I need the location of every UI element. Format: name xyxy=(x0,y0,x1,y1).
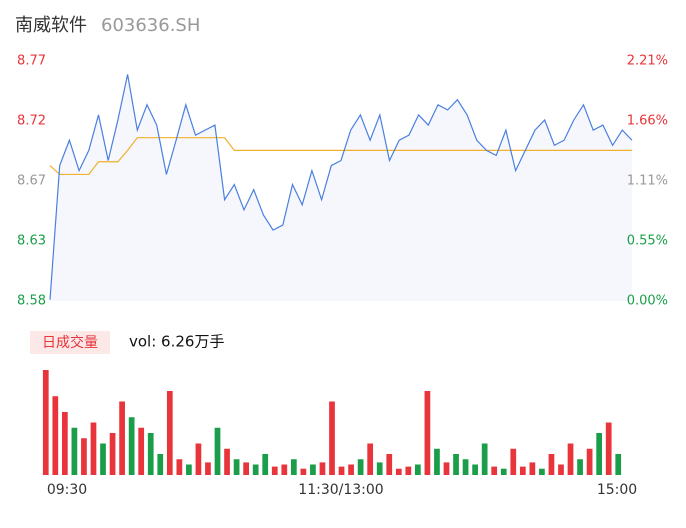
y2-tick-label: 1.66% xyxy=(627,114,668,129)
volume-bar xyxy=(376,462,383,475)
volume-bar xyxy=(386,454,393,475)
volume-bar xyxy=(90,422,97,475)
price-line xyxy=(49,74,633,300)
y2-tick-label: 0.55% xyxy=(627,234,668,249)
volume-bar xyxy=(462,459,469,475)
volume-bar xyxy=(539,468,545,475)
volume-bar xyxy=(243,462,249,475)
volume-bar xyxy=(252,464,259,475)
volume-bar xyxy=(81,438,87,475)
volume-bar xyxy=(310,464,316,475)
x-tick-label: 11:30/13:00 xyxy=(298,482,383,498)
volume-bar xyxy=(329,401,335,475)
volume-bar xyxy=(577,459,583,475)
volume-bar xyxy=(357,459,364,475)
volume-bar xyxy=(147,433,154,475)
volume-bar xyxy=(233,459,240,475)
volume-bar xyxy=(529,462,536,475)
volume-bar xyxy=(605,422,612,475)
y2-tick-label: 2.21% xyxy=(627,54,668,69)
volume-bar xyxy=(42,370,49,475)
y-tick-label: 8.72 xyxy=(17,114,46,129)
volume-bar xyxy=(100,443,106,475)
y-tick-label: 8.67 xyxy=(17,174,46,189)
volume-bar xyxy=(186,464,192,475)
volume-bar xyxy=(395,468,402,475)
y-tick-label: 8.77 xyxy=(17,54,46,69)
volume-bar xyxy=(443,462,450,475)
legend-box xyxy=(30,331,110,354)
volume-bar xyxy=(567,443,574,475)
legend: 日成交量 xyxy=(42,334,98,351)
volume-bar xyxy=(500,468,507,475)
y-tick-label: 8.58 xyxy=(17,294,46,309)
volume-bar xyxy=(338,466,345,475)
stock-code: 603636.SH xyxy=(101,15,200,36)
volume-bar xyxy=(271,466,278,475)
x-tick-label: 09:30 xyxy=(47,482,87,498)
volume-bar xyxy=(128,417,135,475)
volume-bar xyxy=(109,433,116,475)
volume-bar xyxy=(166,391,173,475)
volume-bar xyxy=(596,433,603,475)
volume-bar xyxy=(224,448,230,475)
volume-bar xyxy=(415,464,421,475)
volume-bar xyxy=(281,464,288,475)
x-tick-label: 15:00 xyxy=(597,482,637,498)
volume-bar xyxy=(119,401,125,475)
y2-tick-label: 1.11% xyxy=(627,174,668,189)
volume-bar xyxy=(510,448,517,475)
volume-bar xyxy=(434,448,440,475)
average-line xyxy=(49,137,632,176)
volume-bar xyxy=(176,459,183,475)
volume-bar xyxy=(195,443,202,475)
volume-bar xyxy=(472,464,478,475)
volume-total: vol: 6.26万手 xyxy=(129,333,224,351)
volume-bar xyxy=(52,396,59,475)
volume-bar xyxy=(205,462,211,475)
volume-bar xyxy=(548,454,555,475)
volume-bar xyxy=(491,466,498,475)
volume-bar xyxy=(348,464,354,475)
volume-bar xyxy=(615,454,622,475)
volume-bar xyxy=(405,466,412,475)
volume-bar xyxy=(157,454,164,475)
volume-bar xyxy=(319,462,326,475)
volume-bar xyxy=(71,427,78,475)
volume-bar xyxy=(300,468,307,475)
stock-name: 南威软件 xyxy=(15,15,87,36)
volume-bar xyxy=(424,391,431,475)
volume-bar xyxy=(453,454,459,475)
volume-bar xyxy=(481,443,488,475)
volume-bar xyxy=(367,443,374,475)
volume-bar xyxy=(61,412,68,475)
y-tick-label: 8.63 xyxy=(17,234,46,249)
volume-bar xyxy=(558,464,564,475)
price-area xyxy=(50,74,632,301)
volume-bar xyxy=(519,466,526,475)
volume-bar xyxy=(290,459,297,475)
volume-bar xyxy=(214,427,221,475)
y2-tick-label: 0.00% xyxy=(627,294,668,309)
volume-bar xyxy=(138,427,145,475)
volume-bar xyxy=(586,448,593,475)
volume-bar xyxy=(262,454,269,475)
